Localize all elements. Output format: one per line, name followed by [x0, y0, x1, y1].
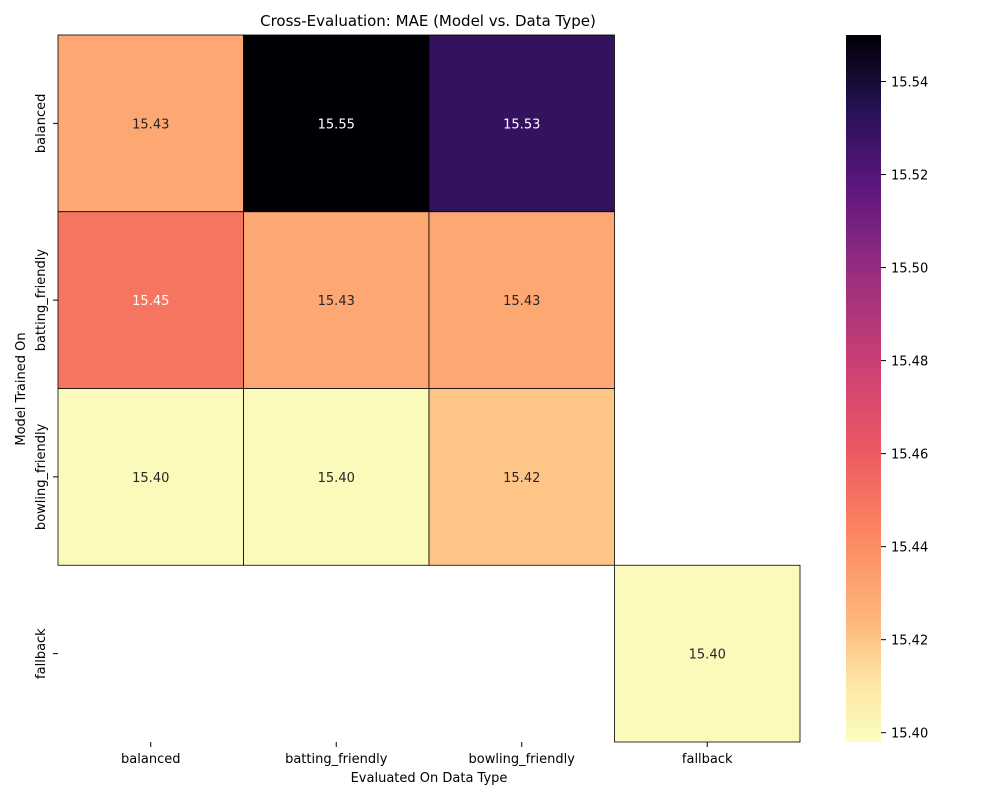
cell-value-label: 15.45: [132, 294, 169, 309]
heatmap-cell: [614, 564, 801, 743]
x-tick-label: fallback: [682, 752, 733, 767]
colorbar-tick-label: 15.46: [891, 448, 928, 463]
colorbar-tick-label: 15.44: [891, 541, 928, 556]
y-axis-label: Model Trained On: [14, 332, 29, 445]
y-axis-ticks: balanced batting_friendly bowling_friendly…: [34, 94, 58, 679]
x-tick-label: bowling_friendly: [469, 752, 576, 767]
y-tick-label: fallback: [34, 628, 49, 679]
colorbar-tick-label: 15.50: [891, 262, 928, 277]
cell-value-label: 15.55: [318, 117, 355, 132]
colorbar-tick-label: 15.48: [891, 355, 928, 370]
colorbar-ticks: 15.40 15.42 15.44 15.46 15.48 15.50 15.52 15.54: [881, 76, 928, 742]
cell-value-label: 15.42: [503, 471, 540, 486]
y-tick-label: balanced: [34, 94, 49, 153]
heatmap-cell: [57, 388, 244, 566]
cell-value-label: 15.40: [132, 471, 169, 486]
heatmap-cell: [243, 34, 430, 213]
colorbar: [846, 35, 881, 742]
y-tick-label: bowling_friendly: [34, 423, 49, 530]
heatmap-cell-labels: 15.43 15.55 15.53 15.45 15.43 15.43 15.40 15.40…: [132, 117, 726, 662]
heatmap-cell: [57, 34, 244, 213]
heatmap-cell: [428, 211, 615, 389]
chart-title: Cross-Evaluation: MAE (Model vs. Data Ty…: [260, 12, 596, 30]
heatmap-cell: [428, 34, 615, 213]
cell-value-label: 15.43: [132, 117, 169, 132]
x-axis-ticks: balanced batting_friendly bowling_friendly…: [121, 742, 733, 767]
colorbar-tick-label: 15.54: [891, 76, 928, 91]
heatmap-cell: [243, 211, 430, 389]
colorbar-tick-label: 15.52: [891, 169, 928, 184]
heatmap-cell: [243, 388, 430, 566]
x-tick-label: balanced: [121, 752, 180, 767]
x-tick-label: batting_friendly: [285, 752, 388, 767]
heatmap-cell: [428, 388, 615, 566]
y-tick-label: batting_friendly: [34, 249, 49, 352]
cell-value-label: 15.43: [318, 294, 355, 309]
colorbar-tick-label: 15.42: [891, 634, 928, 649]
cell-value-label: 15.53: [503, 117, 540, 132]
colorbar-tick-label: 15.40: [891, 727, 928, 742]
x-axis-label: Evaluated On Data Type: [351, 771, 508, 786]
heatmap-cells: [57, 34, 801, 743]
cell-value-label: 15.43: [503, 294, 540, 309]
heatmap-cell: [57, 211, 244, 389]
cell-value-label: 15.40: [318, 471, 355, 486]
cell-value-label: 15.40: [689, 648, 726, 663]
